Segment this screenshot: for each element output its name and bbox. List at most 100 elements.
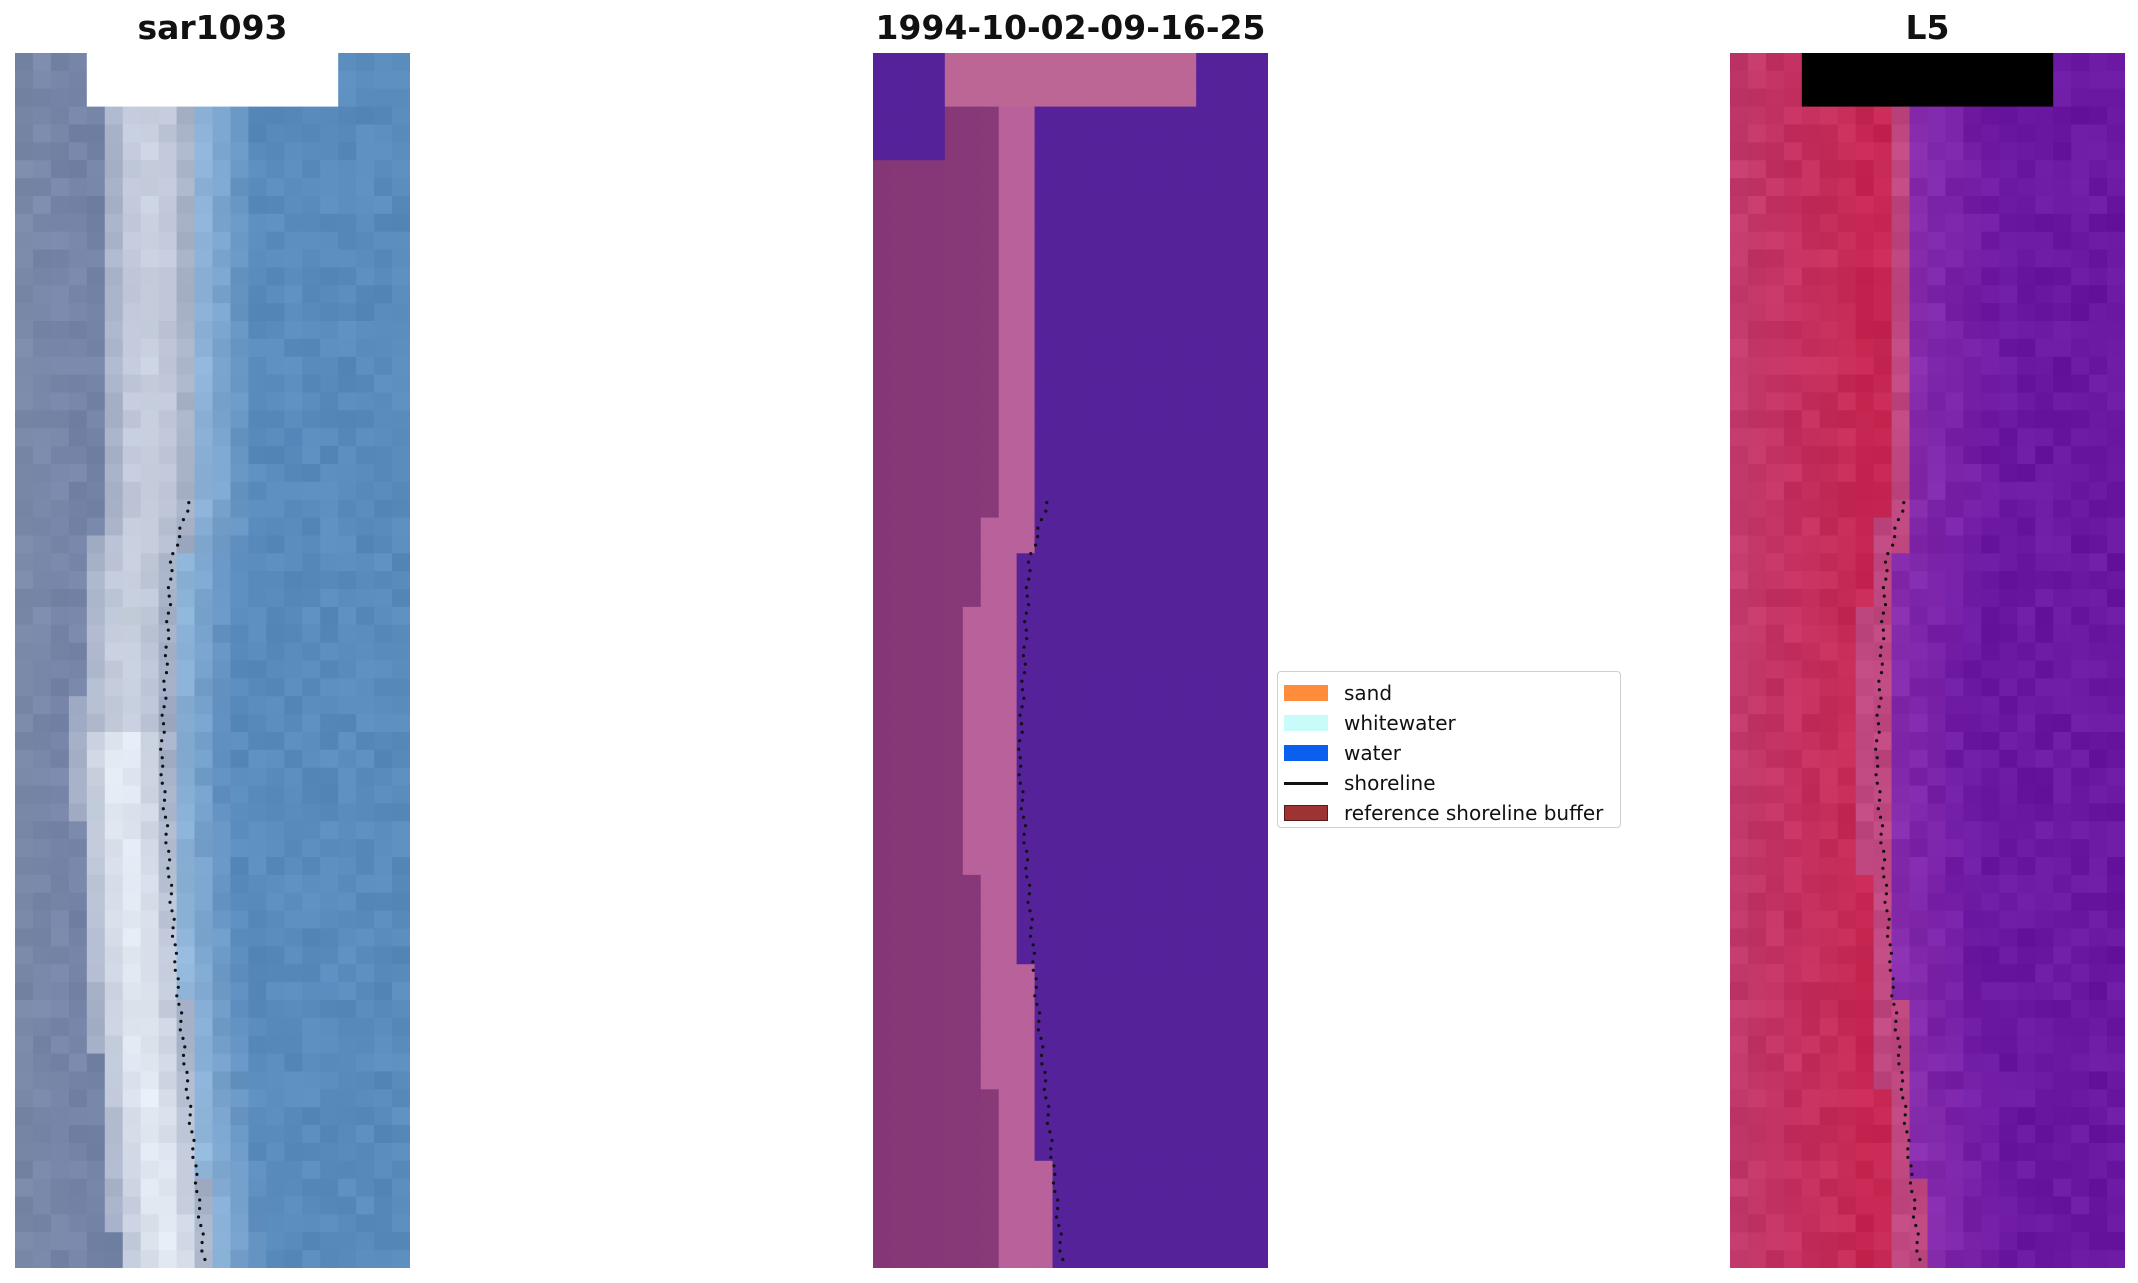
shoreline-point	[1038, 1011, 1042, 1015]
shoreline-point	[1890, 994, 1894, 998]
shoreline-point	[1893, 526, 1897, 530]
shoreline-point	[1910, 1189, 1914, 1194]
shoreline-point	[1035, 1002, 1039, 1006]
shoreline-point	[1022, 841, 1026, 845]
shoreline-point	[1036, 526, 1040, 530]
shoreline-point	[1034, 543, 1038, 547]
legend-label: sand	[1344, 681, 1393, 705]
shoreline-point	[1899, 1087, 1903, 1091]
shoreline-point	[1021, 654, 1025, 658]
shoreline-point	[1034, 985, 1038, 989]
shoreline-point	[1878, 815, 1883, 819]
shoreline-point	[1918, 1257, 1922, 1262]
shoreline-point	[1029, 926, 1033, 930]
shoreline-point	[1914, 1223, 1918, 1228]
legend: sand whitewater water shoreline referenc…	[1277, 671, 1621, 828]
shoreline-point	[172, 917, 176, 921]
shoreline-point	[1039, 518, 1043, 522]
shoreline-point	[1913, 1206, 1917, 1211]
shoreline-point	[1032, 951, 1036, 955]
shoreline-point	[1878, 654, 1882, 658]
shoreline-point	[186, 1096, 190, 1100]
shoreline-point	[1877, 688, 1881, 692]
shoreline-point	[159, 747, 163, 751]
shoreline-point	[1901, 1096, 1905, 1100]
shoreline-point	[1879, 671, 1884, 675]
shoreline-point	[1879, 832, 1883, 836]
shoreline-point	[163, 815, 168, 819]
shoreline-point	[182, 1062, 186, 1066]
shoreline-point	[1031, 943, 1035, 947]
shoreline-point	[1887, 917, 1891, 921]
shoreline-point	[1036, 1028, 1040, 1032]
shoreline-point	[1021, 790, 1025, 794]
shoreline-point	[1039, 1036, 1043, 1040]
shoreline-point	[1882, 594, 1886, 598]
shoreline-point	[1059, 1232, 1063, 1236]
shoreline-point	[180, 1011, 184, 1015]
shoreline-point	[1023, 620, 1027, 624]
shoreline-point	[1022, 671, 1027, 675]
legend-label: shoreline	[1344, 771, 1436, 795]
legend-label: reference shoreline buffer	[1344, 801, 1604, 825]
shoreline-point	[1056, 1198, 1060, 1202]
shoreline-point	[169, 577, 173, 581]
shoreline-point	[1907, 1138, 1911, 1142]
legend-item-shoreline: shoreline	[1278, 768, 1620, 798]
sand-swatch	[1284, 685, 1328, 701]
shoreline-point	[1892, 1002, 1896, 1006]
shoreline-point	[201, 1232, 205, 1236]
shoreline-point	[160, 781, 164, 785]
shoreline-point	[1903, 1113, 1907, 1117]
shoreline-point	[165, 620, 169, 624]
shoreline-point	[175, 994, 179, 998]
shoreline-point	[171, 926, 175, 930]
shoreline-point	[170, 883, 174, 887]
legend-label: water	[1344, 741, 1401, 765]
shoreline-point	[1898, 1045, 1902, 1049]
shoreline-point	[1900, 1070, 1904, 1074]
shoreline-point	[191, 1155, 195, 1159]
shoreline-point	[1876, 722, 1881, 726]
panel-title-date: 1994-10-02-09-16-25	[875, 8, 1266, 47]
shoreline-point	[161, 764, 165, 768]
shoreline-point	[167, 594, 171, 598]
shoreline-point	[162, 798, 167, 802]
shoreline-point	[166, 611, 170, 615]
shoreline-point	[194, 1164, 198, 1168]
ndwi-image	[1730, 53, 2125, 1268]
shoreline-point	[193, 1181, 198, 1185]
shoreline-point	[178, 1028, 182, 1032]
shoreline-point	[1878, 790, 1882, 794]
shoreline-point	[166, 628, 170, 632]
shoreline-point	[162, 688, 166, 692]
shoreline-point	[174, 951, 178, 955]
shoreline-point	[1906, 1147, 1910, 1151]
shoreline-point	[162, 730, 166, 734]
shoreline-point	[1876, 764, 1880, 768]
shoreline-point	[1061, 1257, 1065, 1262]
shoreline-point	[1883, 858, 1887, 862]
shoreline-point	[186, 509, 190, 513]
shoreline-point	[1023, 824, 1028, 828]
shoreline-point	[1017, 747, 1021, 751]
shoreline-point	[200, 1249, 204, 1253]
shoreline-point	[1039, 1053, 1044, 1057]
shoreline-point	[1027, 577, 1031, 581]
shoreline-point	[1036, 535, 1040, 539]
shoreline-point	[1883, 603, 1888, 607]
shoreline-point	[1020, 798, 1025, 802]
shoreline-point	[1893, 1028, 1897, 1032]
shoreline-point	[1018, 756, 1022, 760]
shoreline-point	[1901, 1079, 1905, 1083]
shoreline-point	[198, 1206, 202, 1211]
shoreline-point	[167, 875, 171, 879]
shoreline-point	[1037, 1019, 1041, 1024]
shoreline-point	[198, 1198, 202, 1202]
shoreline-point	[181, 1053, 186, 1057]
shoreline-point	[164, 832, 168, 836]
shoreline-point	[1031, 960, 1035, 964]
shoreline-point	[1026, 900, 1030, 904]
shoreline-point	[163, 790, 167, 794]
shoreline-point	[1908, 1181, 1913, 1185]
